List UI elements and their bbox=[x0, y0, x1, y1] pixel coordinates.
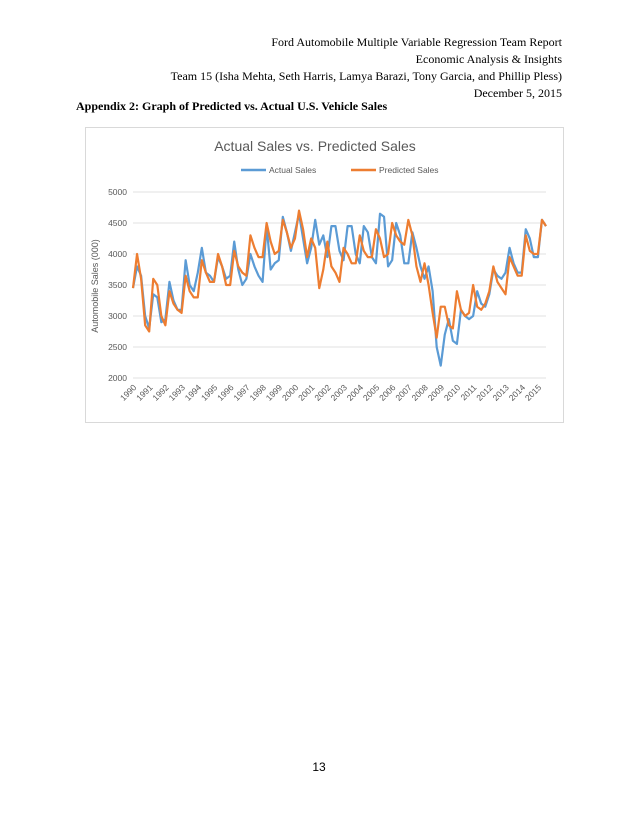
y-tick-label-3500: 3500 bbox=[108, 280, 127, 290]
legend-label-predicted: Predicted Sales bbox=[379, 165, 439, 175]
x-tick-label-1995: 1995 bbox=[199, 382, 220, 403]
series-line-actual-sales bbox=[131, 212, 547, 367]
x-tick-label-1990: 1990 bbox=[118, 382, 139, 403]
x-tick-label-2013: 2013 bbox=[490, 382, 511, 403]
series-lines bbox=[131, 209, 547, 367]
x-tick-label-2007: 2007 bbox=[393, 382, 414, 403]
x-tick-label-2006: 2006 bbox=[377, 382, 398, 403]
x-tick-label-2003: 2003 bbox=[329, 382, 350, 403]
x-tick-label-1994: 1994 bbox=[183, 382, 204, 403]
x-tick-label-1996: 1996 bbox=[215, 382, 236, 403]
x-tick-label-1991: 1991 bbox=[134, 382, 155, 403]
x-tick-label-2012: 2012 bbox=[474, 382, 495, 403]
header-date: December 5, 2015 bbox=[473, 86, 562, 100]
x-tick-label-1992: 1992 bbox=[150, 382, 171, 403]
y-tick-label-2000: 2000 bbox=[108, 373, 127, 383]
x-tick-label-1998: 1998 bbox=[248, 382, 269, 403]
appendix-title: Appendix 2: Graph of Predicted vs. Actua… bbox=[76, 99, 388, 113]
header-subtitle: Economic Analysis & Insights bbox=[415, 52, 562, 66]
header-title: Ford Automobile Multiple Variable Regres… bbox=[271, 35, 562, 49]
x-tick-label-2002: 2002 bbox=[312, 382, 333, 403]
x-tick-label-2001: 2001 bbox=[296, 382, 317, 403]
x-tick-label-2015: 2015 bbox=[523, 382, 544, 403]
chart-title: Actual Sales vs. Predicted Sales bbox=[214, 138, 416, 154]
x-tick-label-2014: 2014 bbox=[507, 382, 528, 403]
sales-line-chart: Actual Sales vs. Predicted Sales Actual … bbox=[90, 138, 547, 403]
y-tick-label-3000: 3000 bbox=[108, 311, 127, 321]
y-axis-label: Automobile Sales (000) bbox=[90, 239, 100, 333]
x-tick-label-2000: 2000 bbox=[280, 382, 301, 403]
header-team: Team 15 (Isha Mehta, Seth Harris, Lamya … bbox=[170, 69, 562, 83]
y-tick-label-4500: 4500 bbox=[108, 218, 127, 228]
gridlines bbox=[133, 191, 546, 379]
x-tick-label-1993: 1993 bbox=[167, 382, 188, 403]
x-tick-label-2011: 2011 bbox=[459, 382, 479, 402]
chart-legend: Actual Sales Predicted Sales bbox=[241, 165, 439, 175]
report-header: Ford Automobile Multiple Variable Regres… bbox=[171, 34, 562, 102]
y-tick-label-4000: 4000 bbox=[108, 249, 127, 259]
x-tick-label-2010: 2010 bbox=[442, 382, 463, 403]
x-tick-label-1999: 1999 bbox=[264, 382, 285, 403]
x-tick-label-2004: 2004 bbox=[345, 382, 366, 403]
series-line-predicted-sales bbox=[131, 209, 547, 339]
y-tick-label-2500: 2500 bbox=[108, 342, 127, 352]
y-tick-labels: 2000 2500 3000 3500 4000 4500 5000 bbox=[108, 187, 127, 383]
legend-label-actual: Actual Sales bbox=[269, 165, 316, 175]
chart-container: Actual Sales vs. Predicted Sales Actual … bbox=[85, 127, 564, 423]
x-tick-label-2005: 2005 bbox=[361, 382, 382, 403]
page-number: 13 bbox=[312, 760, 326, 774]
x-tick-labels: 1990199119921993199419951996199719981999… bbox=[118, 382, 544, 403]
x-tick-label-2009: 2009 bbox=[426, 382, 447, 403]
x-tick-label-2008: 2008 bbox=[409, 382, 430, 403]
x-tick-label-1997: 1997 bbox=[231, 382, 252, 403]
y-tick-label-5000: 5000 bbox=[108, 187, 127, 197]
